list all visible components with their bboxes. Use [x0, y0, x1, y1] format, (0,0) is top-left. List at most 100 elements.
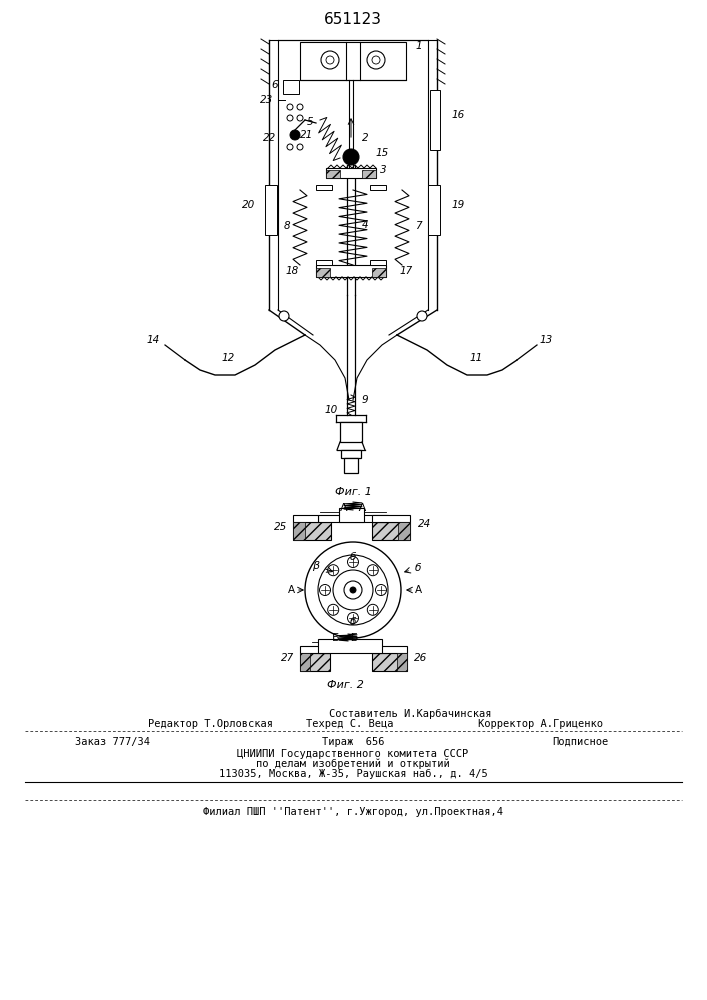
Text: 12: 12 — [222, 353, 235, 363]
Text: 6: 6 — [271, 80, 278, 90]
Text: Редактор Т.Орловская: Редактор Т.Орловская — [148, 719, 273, 729]
Bar — [397, 653, 407, 671]
Bar — [372, 268, 386, 277]
Circle shape — [297, 144, 303, 150]
Text: 10: 10 — [325, 405, 338, 415]
Text: Тираж  656: Тираж 656 — [322, 737, 384, 747]
Bar — [316, 185, 332, 190]
Text: 2: 2 — [362, 133, 368, 143]
Circle shape — [348, 612, 358, 624]
Circle shape — [287, 104, 293, 110]
Circle shape — [375, 584, 387, 595]
Bar — [316, 268, 330, 277]
Text: 11: 11 — [470, 353, 484, 363]
Text: 7: 7 — [415, 221, 421, 231]
Circle shape — [305, 542, 401, 638]
Bar — [300, 653, 330, 671]
Text: 1: 1 — [415, 41, 421, 51]
Bar — [341, 450, 361, 458]
Text: Фиг. 1: Фиг. 1 — [334, 487, 371, 497]
Text: 8: 8 — [284, 221, 290, 231]
Bar — [428, 185, 440, 235]
Bar — [300, 42, 406, 80]
Circle shape — [328, 565, 339, 576]
Circle shape — [367, 51, 385, 69]
Bar — [293, 515, 318, 522]
Circle shape — [279, 311, 289, 321]
Text: 20: 20 — [242, 200, 255, 210]
Text: б: б — [415, 563, 421, 573]
Text: б: б — [350, 552, 356, 562]
Text: 9: 9 — [362, 395, 368, 405]
Bar — [362, 170, 376, 178]
Circle shape — [368, 565, 378, 576]
Circle shape — [344, 581, 362, 599]
Bar — [318, 515, 388, 522]
Bar — [318, 639, 382, 653]
Text: Корректор А.Гриценко: Корректор А.Гриценко — [477, 719, 602, 729]
Circle shape — [343, 149, 359, 165]
Text: 14: 14 — [147, 335, 160, 345]
Bar — [340, 422, 362, 442]
Text: 26: 26 — [414, 653, 427, 663]
Bar — [370, 185, 386, 190]
Text: 5: 5 — [306, 117, 313, 127]
Bar — [339, 508, 364, 522]
Text: Филиал ПШП ''Патент'', г.Ужгород, ул.Проектная,4: Филиал ПШП ''Патент'', г.Ужгород, ул.Про… — [203, 807, 503, 817]
Bar — [372, 522, 410, 540]
Text: 19: 19 — [452, 200, 465, 210]
Text: 24: 24 — [418, 519, 431, 529]
Text: Составитель И.Карбачинская: Составитель И.Карбачинская — [329, 709, 491, 719]
Text: Фиг. 2: Фиг. 2 — [327, 680, 363, 690]
Text: Подписное: Подписное — [552, 737, 608, 747]
Circle shape — [321, 51, 339, 69]
Text: Заказ 777/34: Заказ 777/34 — [75, 737, 150, 747]
Text: 3: 3 — [380, 165, 387, 175]
Bar — [344, 458, 358, 473]
Bar — [430, 90, 440, 150]
Circle shape — [290, 130, 300, 140]
Circle shape — [368, 604, 378, 615]
Text: 4: 4 — [362, 220, 368, 230]
Text: Б - Б: Б - Б — [332, 633, 358, 643]
Bar — [316, 265, 386, 277]
Bar — [283, 80, 299, 94]
Circle shape — [297, 104, 303, 110]
Circle shape — [326, 56, 334, 64]
Text: 15: 15 — [375, 148, 388, 158]
Text: 16: 16 — [452, 110, 465, 120]
Text: А - А: А - А — [340, 503, 366, 513]
Circle shape — [333, 570, 373, 610]
Bar — [300, 653, 310, 671]
Text: 22: 22 — [263, 133, 276, 143]
Text: β: β — [312, 561, 319, 571]
Bar — [293, 522, 305, 540]
Circle shape — [287, 144, 293, 150]
Bar — [372, 653, 407, 671]
Text: ЦНИИПИ Государственного комитета СССР: ЦНИИПИ Государственного комитета СССР — [238, 749, 469, 759]
Bar — [265, 185, 277, 235]
Circle shape — [287, 115, 293, 121]
Text: б: б — [350, 617, 356, 627]
Bar — [326, 170, 340, 178]
Bar — [398, 522, 410, 540]
Text: 113035, Москва, Ж-35, Раушская наб., д. 4/5: 113035, Москва, Ж-35, Раушская наб., д. … — [218, 769, 487, 779]
Text: по делам изобретений и открытий: по делам изобретений и открытий — [256, 759, 450, 769]
Text: 13: 13 — [540, 335, 554, 345]
Text: 651123: 651123 — [324, 12, 382, 27]
Text: Техред С. Веца: Техред С. Веца — [306, 719, 394, 729]
Text: 23: 23 — [259, 95, 273, 105]
Bar — [293, 522, 331, 540]
Circle shape — [350, 587, 356, 593]
Text: 18: 18 — [286, 266, 299, 276]
Circle shape — [417, 311, 427, 321]
Circle shape — [320, 584, 330, 595]
Text: А: А — [288, 585, 295, 595]
Bar — [326, 168, 376, 178]
Text: 21: 21 — [300, 130, 313, 140]
Circle shape — [328, 604, 339, 615]
Circle shape — [348, 556, 358, 568]
Circle shape — [318, 555, 388, 625]
Bar — [316, 260, 332, 265]
Text: 17: 17 — [400, 266, 414, 276]
